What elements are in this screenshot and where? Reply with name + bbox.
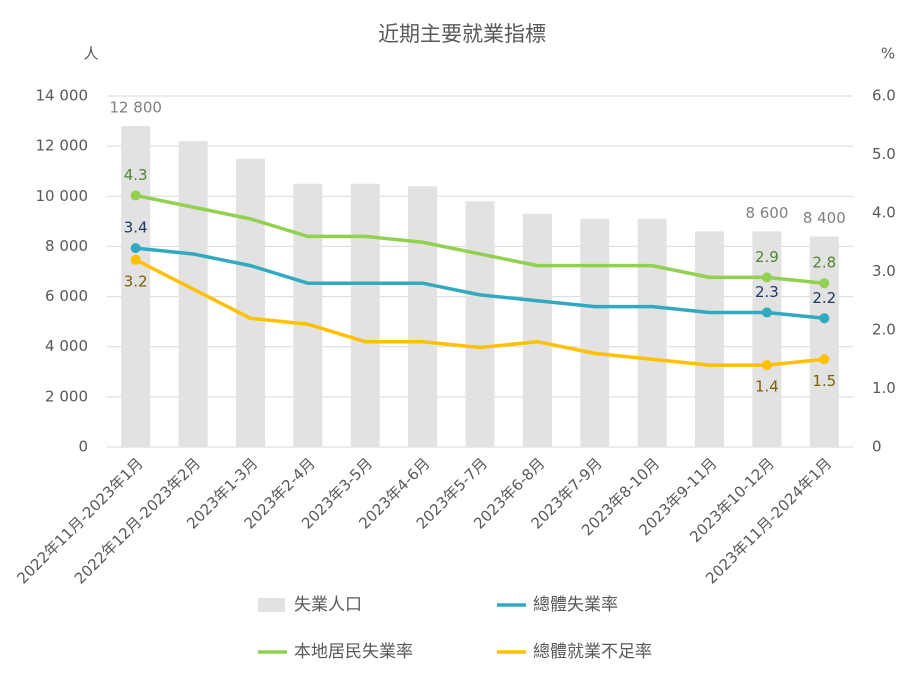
bar [695, 231, 725, 447]
point [761, 307, 772, 318]
y2-tick-label: 6.0 [872, 87, 896, 105]
bar [235, 158, 265, 447]
data-label: 1.4 [755, 378, 779, 396]
point [819, 354, 830, 365]
y2-tick-label: 1.0 [872, 379, 896, 397]
data-label: 4.3 [124, 166, 148, 184]
y-tick-label: 8 000 [45, 237, 88, 255]
y2-tick-label: 2.0 [872, 321, 896, 339]
bar [121, 126, 151, 447]
data-label: 1.5 [812, 372, 836, 390]
point [130, 243, 141, 254]
y2-tick-label: 4.0 [872, 204, 896, 222]
y-tick-label: 4 000 [45, 337, 88, 355]
y-tick-label: 12 000 [36, 137, 89, 155]
data-label: 3.2 [124, 272, 148, 290]
bar [637, 218, 667, 447]
point [819, 278, 830, 289]
line [135, 246, 825, 321]
data-label: 2.9 [755, 248, 779, 266]
data-label: 2.3 [755, 283, 779, 301]
point [761, 272, 772, 283]
legend-label: 本地居民失業率 [294, 642, 413, 662]
line [135, 193, 825, 285]
bar [408, 186, 438, 447]
bar [293, 183, 323, 447]
point [819, 313, 830, 324]
y-tick-label: 10 000 [36, 187, 89, 205]
legend-swatch [258, 598, 285, 612]
data-label: 8 600 [745, 204, 788, 222]
point [130, 254, 141, 265]
y2-tick-label: 0 [872, 438, 882, 456]
data-label: 8 400 [803, 209, 846, 227]
legend-label: 總體失業率 [533, 595, 618, 615]
legend-label: 總體就業不足率 [533, 642, 652, 662]
point [130, 190, 141, 201]
line [134, 258, 825, 367]
bar [522, 213, 552, 447]
legend-label: 失業人口 [294, 595, 362, 615]
y-tick-label: 0 [78, 438, 88, 456]
y-axis-label: 人 [83, 45, 98, 63]
chart-title: 近期主要就業指標 [378, 22, 546, 46]
data-label: 2.8 [812, 254, 836, 272]
y2-tick-label: 3.0 [872, 262, 896, 280]
data-label: 3.4 [124, 219, 148, 237]
data-label: 2.2 [812, 289, 836, 307]
bar [580, 218, 610, 447]
y2-tick-label: 5.0 [872, 145, 896, 163]
y2-axis-label: % [881, 45, 895, 63]
data-label: 12 800 [109, 99, 162, 117]
bar [465, 201, 495, 447]
y-tick-label: 2 000 [45, 387, 88, 405]
bar [350, 183, 380, 447]
y-tick-label: 6 000 [45, 287, 88, 305]
y-tick-label: 14 000 [36, 87, 89, 105]
bar [809, 236, 839, 447]
bar [752, 231, 782, 447]
point [761, 360, 772, 371]
